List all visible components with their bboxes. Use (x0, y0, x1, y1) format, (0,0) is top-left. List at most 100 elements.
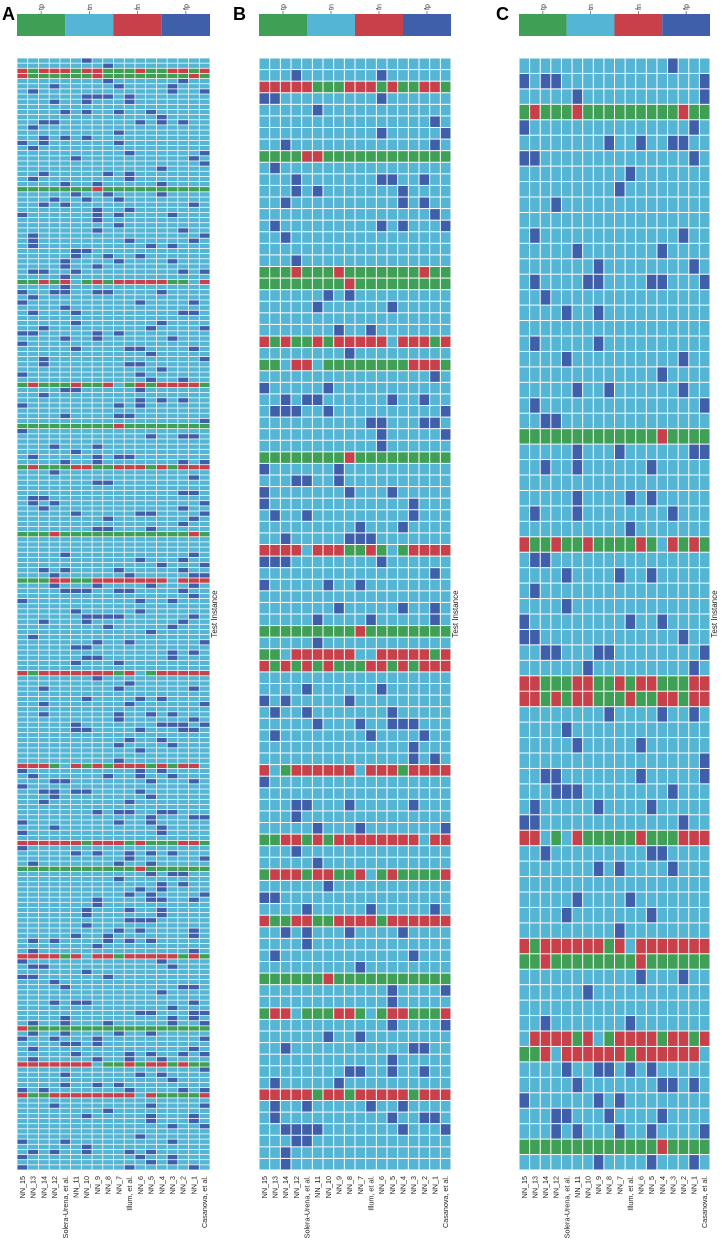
heatmap-cell (92, 619, 103, 624)
heatmap-cell (178, 912, 189, 918)
heatmap-cell (376, 174, 387, 185)
heatmap-cell (49, 949, 60, 954)
heatmap-cell (146, 727, 156, 733)
heatmap-cell (71, 104, 81, 110)
heatmap-cell (124, 794, 135, 799)
heatmap-cell (259, 336, 270, 348)
heatmap-cell (103, 1098, 114, 1103)
heatmap-cell (28, 1108, 39, 1113)
heatmap-cell (376, 324, 387, 336)
heatmap-cell (366, 417, 376, 429)
heatmap-cell (178, 475, 189, 480)
heatmap-cell (81, 753, 92, 758)
heatmap-cell (167, 846, 178, 851)
heatmap-cell (71, 444, 81, 449)
heatmap-cell (103, 506, 114, 511)
heatmap-cell (17, 1103, 28, 1108)
heatmap-cell (199, 1021, 210, 1026)
heatmap-cell (81, 1015, 92, 1021)
heatmap-cell (156, 1072, 167, 1077)
heatmap-cell (28, 161, 39, 166)
heatmap-cell (188, 717, 199, 722)
heatmap-cell (156, 187, 167, 192)
heatmap-cell (199, 300, 210, 305)
heatmap-cell (81, 58, 92, 63)
heatmap-cell (146, 547, 156, 552)
heatmap-cell (49, 506, 60, 511)
heatmap-cell (17, 758, 28, 763)
heatmap-cell (81, 356, 92, 362)
heatmap-cell (334, 267, 344, 278)
heatmap-cell (28, 181, 39, 187)
heatmap-cell (135, 748, 146, 753)
heatmap-cell (28, 490, 39, 496)
heatmap-cell (103, 619, 114, 624)
heatmap-cell (124, 578, 135, 583)
heatmap-cell (92, 676, 103, 681)
heatmap-cell (17, 187, 28, 192)
heatmap-cell (259, 684, 270, 695)
heatmap-cell (199, 1031, 210, 1036)
heatmap-cell (71, 588, 81, 594)
heatmap-cell (366, 267, 376, 278)
heatmap-cell (17, 907, 28, 913)
heatmap-cell (398, 232, 408, 243)
heatmap-cell (81, 655, 92, 660)
heatmap-cell (103, 1134, 114, 1139)
heatmap-cell (376, 209, 387, 220)
heatmap-cell (92, 1031, 103, 1036)
heatmap-cell (38, 387, 49, 393)
heatmap-cell (49, 887, 60, 892)
heatmap-cell (178, 223, 189, 228)
heatmap-cell (60, 526, 71, 532)
heatmap-cell (81, 995, 92, 1000)
heatmap-cell (38, 84, 49, 89)
heatmap-cell (419, 649, 430, 660)
heatmap-cell (270, 545, 280, 556)
heatmap-cell (17, 732, 28, 738)
heatmap-cell (178, 1103, 189, 1108)
heatmap-cell (387, 394, 398, 405)
heatmap-cell (355, 707, 366, 718)
heatmap-cell (188, 382, 199, 388)
heatmap-cell (60, 537, 71, 542)
heatmap-cell (167, 192, 178, 197)
legend-swatch-fp (403, 14, 451, 36)
heatmap-cell (387, 637, 398, 649)
heatmap-cell (156, 598, 167, 604)
heatmap-cell (113, 743, 124, 748)
heatmap-cell (146, 238, 156, 243)
heatmap-cell (366, 602, 376, 614)
heatmap-cell (419, 324, 430, 336)
heatmap-cell (156, 562, 167, 568)
heatmap-cell (17, 367, 28, 372)
heatmap-cell (103, 109, 114, 115)
heatmap-cell (146, 279, 156, 285)
heatmap-cell (17, 1134, 28, 1139)
legend-swatch-fn (355, 14, 403, 36)
heatmap-cell (71, 732, 81, 738)
heatmap-cell (280, 660, 291, 672)
heatmap-cell (135, 326, 146, 331)
heatmap-cell (408, 452, 419, 463)
heatmap-cell (366, 359, 376, 371)
heatmap-cell (49, 269, 60, 274)
heatmap-cell (81, 516, 92, 521)
heatmap-cell (156, 655, 167, 660)
heatmap-cell (312, 185, 323, 197)
heatmap-cell (81, 974, 92, 980)
heatmap-cell (17, 320, 28, 326)
heatmap-cell (103, 207, 114, 213)
legend-swatch-tp (17, 14, 66, 36)
heatmap-cell (38, 284, 49, 290)
heatmap-cell (188, 228, 199, 233)
heatmap-cell (156, 295, 167, 300)
heatmap-cell (178, 717, 189, 722)
heatmap-cell (17, 418, 28, 424)
heatmap-cell (124, 351, 135, 357)
heatmap-cell (92, 295, 103, 300)
heatmap-cell (302, 475, 312, 487)
heatmap-cell (81, 1134, 92, 1139)
heatmap-cell (60, 645, 71, 650)
heatmap-cell (199, 259, 210, 264)
